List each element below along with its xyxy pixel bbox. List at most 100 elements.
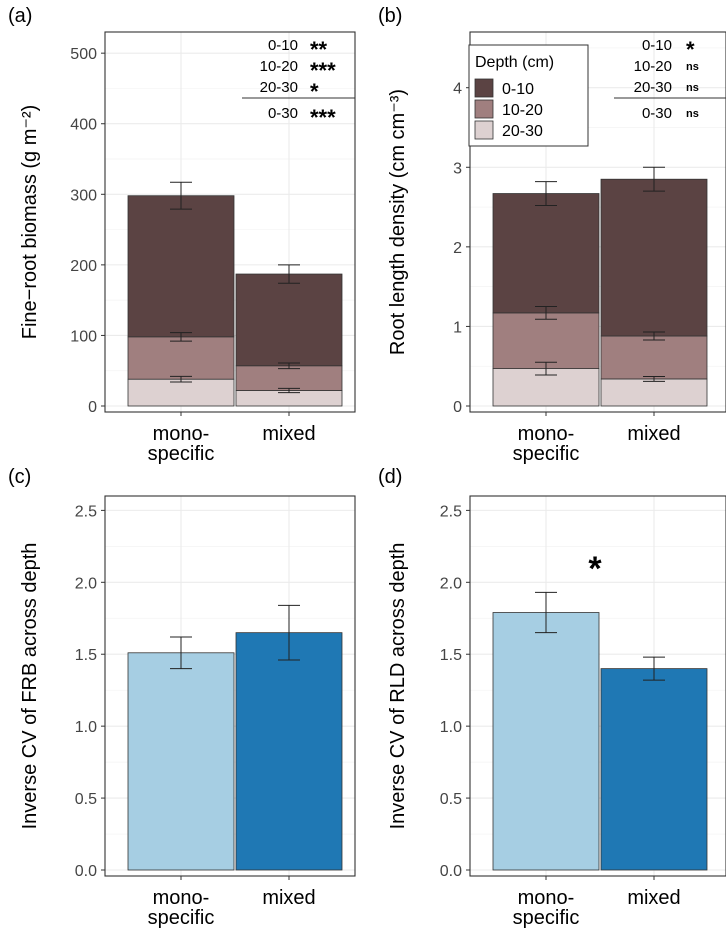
y-tick-label: 1.0 [75, 719, 97, 736]
significance-mark: *** [310, 58, 336, 83]
error-bar [278, 362, 300, 370]
y-tick-label: 2.5 [75, 503, 97, 520]
error-bar [643, 376, 665, 382]
y-tick-label: 0.0 [440, 863, 462, 880]
x-tick-label-line: mixed [627, 887, 680, 909]
x-tick-label-line: mixed [262, 423, 315, 445]
x-tick-label: mixed [627, 423, 680, 445]
significance-mark: * [686, 37, 695, 62]
error-bar [170, 181, 192, 210]
bar-segment-0-10 [492, 193, 600, 314]
bar-segment-0-10 [235, 273, 343, 367]
plot-border [104, 495, 356, 877]
significance-depth-label: 20-30 [260, 79, 298, 96]
y-tick-label: 1.0 [440, 719, 462, 736]
x-tick-label: mixed [627, 887, 680, 909]
y-tick-label: 2.0 [440, 575, 462, 592]
y-axis-label: Inverse CV of RLD across depth [387, 543, 409, 830]
x-tick-label-line: mono- [518, 423, 575, 445]
chart-panel-d: 0.0 0.5 1.0 1.5 2.0 2.5 mono-specific mixed Inve… [378, 466, 726, 929]
significance-annotation: * [588, 550, 602, 588]
x-tick-label-line: specific [513, 443, 580, 465]
y-tick-label: 0.5 [440, 791, 462, 808]
y-tick-label: 0 [453, 399, 462, 416]
legend-label: 10-20 [502, 102, 543, 119]
plot-border [469, 495, 726, 877]
legend-swatch [474, 78, 494, 98]
bar [127, 652, 235, 871]
legend-label: 0-10 [502, 81, 534, 98]
y-tick-label: 1.5 [75, 647, 97, 664]
chart-panel-b: 0 1 2 3 4 mono-specific mixed Root length densi… [378, 5, 726, 465]
bar-segment-20-30 [127, 378, 235, 407]
bar [235, 632, 343, 871]
y-tick-label: 400 [70, 117, 97, 134]
error-bar [535, 306, 557, 320]
significance-mark: *** [310, 105, 336, 130]
panel-letter: (d) [378, 466, 402, 488]
bar-segment-10-20 [600, 335, 708, 380]
error-bar [535, 591, 557, 634]
y-tick-label: 4 [453, 81, 462, 98]
error-bar [535, 361, 557, 376]
x-tick-label-line: specific [513, 907, 580, 929]
x-tick-label-line: mixed [262, 887, 315, 909]
bar [492, 612, 600, 871]
bar-segment-10-20 [127, 336, 235, 380]
bar-segment-20-30 [600, 378, 708, 407]
legend-title: Depth (cm) [475, 54, 554, 71]
panel-letter: (a) [8, 5, 32, 27]
significance-mark: ns [686, 61, 699, 73]
error-bar [643, 331, 665, 341]
y-tick-label: 3 [453, 160, 462, 177]
y-tick-label: 500 [70, 46, 97, 63]
y-tick-label: 0.0 [75, 863, 97, 880]
significance-depth-label: 10-20 [634, 58, 672, 75]
x-tick-label: mono-specific [148, 423, 215, 465]
y-tick-label: 100 [70, 328, 97, 345]
error-bar [535, 181, 557, 206]
y-tick-label: 1 [453, 319, 462, 336]
significance-depth-label: 20-30 [634, 79, 672, 96]
x-tick-label: mixed [262, 423, 315, 445]
significance-depth-label: 0-10 [268, 37, 298, 54]
x-tick-label: mono-specific [513, 423, 580, 465]
bar-segment-0-10 [127, 195, 235, 338]
significance-mark: ns [686, 108, 699, 120]
x-tick-label-line: mono- [153, 887, 210, 909]
y-tick-label: 2.0 [75, 575, 97, 592]
panel-letter: (c) [8, 466, 31, 488]
significance-mark: * [310, 79, 319, 104]
bar-segment-10-20 [492, 312, 600, 369]
y-tick-label: 300 [70, 187, 97, 204]
x-tick-label-line: mixed [627, 423, 680, 445]
bar-segment-0-10 [600, 178, 708, 337]
error-bar [278, 264, 300, 284]
bar [600, 668, 708, 871]
significance-depth-label: 0-30 [642, 105, 672, 122]
error-bar [643, 166, 665, 192]
y-tick-label: 1.5 [440, 647, 462, 664]
significance-mark: ns [686, 82, 699, 94]
legend-swatch [474, 99, 494, 119]
significance-depth-label: 0-30 [268, 105, 298, 122]
x-tick-label-line: specific [148, 443, 215, 465]
y-tick-label: 200 [70, 258, 97, 275]
significance-mark: ** [310, 37, 328, 62]
error-bar [170, 375, 192, 383]
plot-border [469, 31, 726, 413]
legend-label: 20-30 [502, 123, 543, 140]
x-tick-label-line: mono- [153, 423, 210, 445]
error-bar [278, 604, 300, 661]
legend: Depth (cm) 0-10 10-20 20-30 [468, 44, 589, 147]
error-bar [170, 332, 192, 342]
x-tick-label: mono-specific [148, 887, 215, 929]
y-tick-label: 0.5 [75, 791, 97, 808]
y-tick-label: 2.5 [440, 503, 462, 520]
significance-depth-label: 10-20 [260, 58, 298, 75]
chart-panel-c: 0.0 0.5 1.0 1.5 2.0 2.5 mono-specific mixed Inve… [8, 466, 356, 929]
legend-swatch [474, 120, 494, 140]
x-tick-label: mono-specific [513, 887, 580, 929]
y-axis-label: Fine−root biomass (g m⁻²) [19, 105, 41, 340]
